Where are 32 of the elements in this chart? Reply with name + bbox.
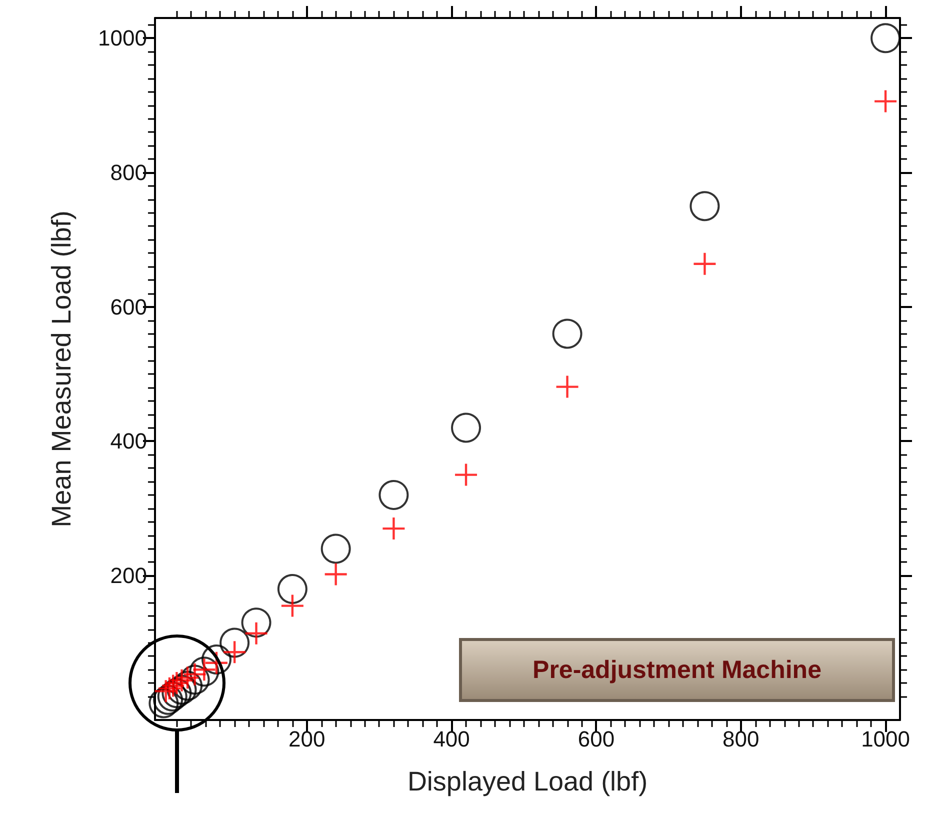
note-box: Pre-adjustment Machine — [459, 638, 895, 702]
x-tick-label: 600 — [578, 726, 615, 752]
point — [451, 412, 482, 443]
y-tick-label: 200 — [110, 563, 147, 588]
point — [277, 574, 308, 604]
x-tick-label: 200 — [288, 726, 326, 752]
x-axis-title: Displayed Load (lbf) — [407, 766, 648, 796]
y-tick-label: 800 — [110, 160, 147, 186]
x-tick-label: 1000 — [861, 726, 910, 752]
x-tick-label: 400 — [433, 726, 470, 752]
x-tick-label: 800 — [722, 726, 760, 752]
point — [180, 664, 210, 695]
point — [320, 534, 351, 564]
point — [378, 480, 409, 510]
point — [556, 376, 578, 398]
point — [241, 608, 272, 638]
point — [189, 656, 220, 687]
point — [324, 563, 347, 586]
y-axis-title: Mean Measured Load (lbf) — [46, 210, 76, 528]
point — [552, 318, 582, 349]
point — [220, 628, 250, 658]
point — [148, 688, 179, 718]
y-tick-label: 1000 — [98, 26, 147, 51]
point — [281, 594, 304, 617]
y-tick-label: 600 — [110, 294, 147, 320]
point — [874, 90, 897, 112]
point — [382, 518, 405, 540]
y-tick-label: 400 — [110, 428, 147, 454]
point — [202, 644, 232, 675]
point — [694, 252, 716, 275]
point — [690, 191, 720, 222]
point — [455, 464, 478, 486]
